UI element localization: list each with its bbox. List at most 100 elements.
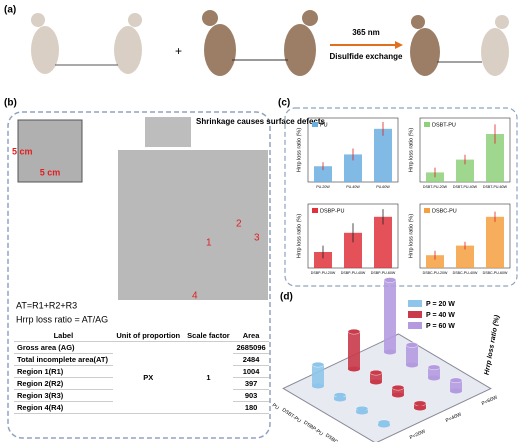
bar-base (406, 362, 418, 368)
bar-3d (355, 405, 369, 415)
region-label: 1 (206, 238, 212, 249)
bar (426, 255, 444, 268)
legend-swatch (424, 208, 430, 213)
bar-top (383, 277, 397, 283)
bar-body (370, 372, 382, 382)
bar-3d (311, 361, 325, 389)
region-label: 2 (236, 219, 242, 230)
unit-cell: PX (112, 341, 184, 414)
bar (456, 159, 474, 182)
legend-label: P = 40 W (426, 312, 455, 319)
plus: + (175, 44, 182, 58)
bar-3d (377, 419, 391, 428)
bar-3d (391, 384, 405, 398)
bar-top (369, 369, 383, 376)
legend-label: DSBP-PU (320, 208, 344, 214)
bar-top (405, 342, 419, 348)
header-cell: Label (14, 330, 113, 342)
header-row: Label Unit of proportion Scale factor Area (14, 330, 269, 342)
x-tick-label: DSBC-PU-20W (423, 271, 448, 275)
bar (344, 154, 362, 182)
bar (456, 245, 474, 268)
callout-text: Shrinkage causes surface defects (196, 117, 326, 126)
bar (344, 232, 362, 268)
bar-base (428, 375, 440, 381)
bar-base (334, 396, 346, 402)
value-cell: 2685096 (233, 341, 269, 354)
legend-label: P = 20 W (426, 301, 455, 308)
dimension-label: 5 cm (40, 167, 61, 177)
sample-photo-zoom (118, 150, 268, 300)
bar-body (450, 380, 462, 391)
bar-body (392, 387, 404, 395)
panel-label: (c) (278, 98, 290, 109)
bar-top (391, 384, 405, 391)
table-row: Region 1(R1) 1004 (14, 365, 269, 378)
header-cell: Unit of proportion (112, 330, 184, 342)
bar-3d (413, 400, 427, 411)
header-cell: Area (233, 330, 269, 342)
bar-base (450, 388, 462, 394)
bar-3d (383, 277, 397, 355)
region-label: 3 (254, 233, 260, 244)
bar (314, 252, 332, 268)
callout-photo (145, 117, 191, 147)
area-table: Label Unit of proportion Scale factor Area G… (14, 330, 269, 414)
table-row: Region 2(R2) 397 (14, 377, 269, 390)
arrow-head (395, 41, 403, 49)
panel-label: (a) (4, 5, 16, 16)
bar (486, 134, 504, 182)
value-cell: 180 (233, 401, 269, 414)
x-tick-label: DSBT-PU-60W (483, 185, 508, 189)
x-tick-label: DSBP-PU (302, 420, 324, 438)
legend-swatch (408, 300, 422, 307)
bar-body (428, 367, 440, 378)
legend-swatch (408, 322, 422, 329)
table-row: Gross area (AG) PX 1 2685096 (14, 341, 269, 414)
bar-base (392, 392, 404, 398)
bar-body (384, 280, 396, 352)
kangaroo-pair-middle (202, 10, 318, 76)
y-axis-label: Hrrp loss ratio (%) (408, 214, 414, 258)
label-cell: Gross area (AG) (14, 341, 113, 354)
bar-3d (347, 328, 361, 372)
x-tick-label: DSBT-PU-40W (453, 185, 478, 189)
panel-frame (7, 111, 271, 439)
depth-tick-label: P=20W (409, 428, 427, 441)
panel-frame (284, 107, 518, 287)
dimension-label: 5 cm (12, 146, 33, 156)
legend-label: PU (320, 122, 328, 128)
bar-3d (333, 392, 347, 402)
bar-top (347, 328, 361, 335)
x-tick-label: DSBC-PU (324, 433, 346, 442)
region-label: 4 (192, 291, 198, 302)
table-row: Region 3(R3) 903 (14, 389, 269, 402)
callout-text: Shrinkage causes surface defects (196, 117, 326, 126)
panel-label: (d) (280, 292, 293, 303)
label-cell: Region 3(R3) (14, 389, 113, 402)
bar-base (370, 379, 382, 385)
value-cell: 1004 (233, 365, 269, 378)
bar-top (413, 400, 427, 407)
label-cell: Total incomplete area(AT) (14, 353, 113, 366)
label-cell: Region 2(R2) (14, 377, 113, 390)
bar (374, 128, 392, 182)
bar-3d (369, 369, 383, 385)
bar-base (312, 383, 324, 389)
legend-swatch (312, 208, 318, 213)
legend-label: P = 60 W (426, 323, 455, 330)
kangaroo-pair-right (410, 15, 509, 76)
header-cell: Scale factor (183, 330, 234, 342)
bar-body (312, 364, 324, 386)
x-tick-label: DSBC-PU-40W (453, 271, 478, 275)
equation: Hrrp loss ratio = AT/AG (16, 314, 108, 324)
bar (486, 216, 504, 268)
kangaroo-pair-left (31, 13, 142, 74)
sample-photo (17, 119, 83, 183)
bar-3d (405, 342, 419, 368)
z-axis-label: Hrrp loss ratio (%) (484, 314, 502, 376)
equation: AT=R1+R2+R3 (16, 300, 77, 310)
legend-label: DSBC-PU (432, 208, 457, 214)
